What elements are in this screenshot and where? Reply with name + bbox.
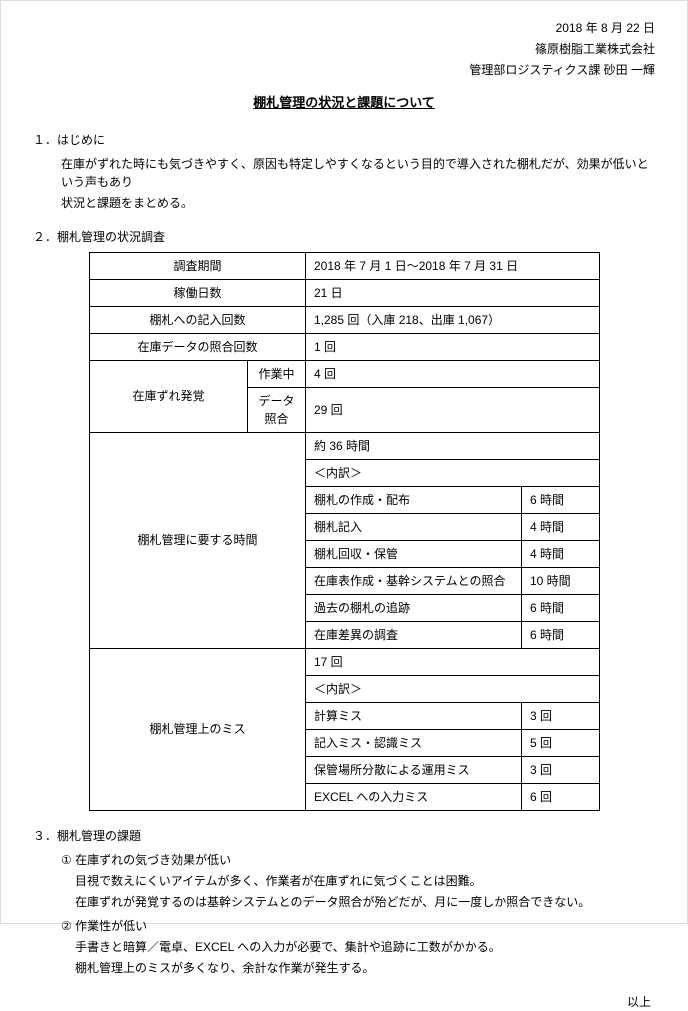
cell-label: 在庫ずれ発覚	[90, 360, 248, 432]
section-1-body-line: 状況と課題をまとめる。	[33, 194, 655, 212]
issue-1-title: ① 在庫ずれの気づき効果が低い	[33, 851, 655, 869]
cell-value: 3 回	[522, 702, 600, 729]
issue-1-line: 在庫ずれが発覚するのは基幹システムとのデータ照合が殆どだが、月に一度しか照合でき…	[33, 893, 655, 911]
cell-label: 稼働日数	[90, 279, 306, 306]
cell-subheading: ＜内訳＞	[306, 459, 600, 486]
table-row: 在庫データの照合回数 1 回	[90, 333, 600, 360]
cell-value: 6 時間	[522, 486, 600, 513]
cell-item: 棚札記入	[306, 513, 522, 540]
cell-subheading: ＜内訳＞	[306, 675, 600, 702]
cell-label: 調査期間	[90, 252, 306, 279]
cell-value: 4 時間	[522, 540, 600, 567]
cell-value: 5 回	[522, 729, 600, 756]
issue-number: ②	[61, 919, 72, 933]
doc-footer: 以上	[33, 993, 655, 1011]
cell-value: 6 時間	[522, 594, 600, 621]
cell-item: EXCEL への入力ミス	[306, 783, 522, 810]
doc-title: 棚札管理の状況と課題について	[33, 93, 655, 113]
cell-value: 21 日	[306, 279, 600, 306]
issue-title-text: 作業性が低い	[75, 919, 147, 933]
doc-author: 管理部ロジスティクス課 砂田 一輝	[33, 61, 655, 79]
table-row: 棚札管理に要する時間 約 36 時間	[90, 432, 600, 459]
cell-value: 10 時間	[522, 567, 600, 594]
table-row: 在庫ずれ発覚 作業中 4 回	[90, 360, 600, 387]
cell-value: 1 回	[306, 333, 600, 360]
issue-2-line: 手書きと暗算／電卓、EXCEL への入力が必要で、集計や追跡に工数がかかる。	[33, 938, 655, 956]
cell-item: 記入ミス・認識ミス	[306, 729, 522, 756]
cell-value: 6 時間	[522, 621, 600, 648]
cell-label: 棚札への記入回数	[90, 306, 306, 333]
cell-item: 棚札の作成・配布	[306, 486, 522, 513]
issue-2-line: 棚札管理上のミスが多くなり、余計な作業が発生する。	[33, 959, 655, 977]
section-2: ２．棚札管理の状況調査 調査期間 2018 年 7 月 1 日～2018 年 7…	[33, 228, 655, 811]
doc-date: 2018 年 8 月 22 日	[33, 19, 655, 37]
cell-item: 在庫表作成・基幹システムとの照合	[306, 567, 522, 594]
cell-value: 4 回	[306, 360, 600, 387]
section-1: １．はじめに 在庫がずれた時にも気づきやすく、原因も特定しやすくなるという目的で…	[33, 131, 655, 212]
doc-header: 2018 年 8 月 22 日 篠原樹脂工業株式会社 管理部ロジスティクス課 砂…	[33, 19, 655, 79]
cell-sublabel: データ照合	[248, 387, 306, 432]
cell-item: 過去の棚札の追跡	[306, 594, 522, 621]
section-3-heading: ３．棚札管理の課題	[33, 827, 655, 845]
cell-item: 棚札回収・保管	[306, 540, 522, 567]
table-row: 調査期間 2018 年 7 月 1 日～2018 年 7 月 31 日	[90, 252, 600, 279]
cell-item: 保管場所分散による運用ミス	[306, 756, 522, 783]
issue-number: ①	[61, 853, 72, 867]
table-row: 稼働日数 21 日	[90, 279, 600, 306]
cell-value: 3 回	[522, 756, 600, 783]
cell-item: 計算ミス	[306, 702, 522, 729]
section-1-body-line: 在庫がずれた時にも気づきやすく、原因も特定しやすくなるという目的で導入された棚札…	[33, 155, 655, 191]
issue-1-line: 目視で数えにくいアイテムが多く、作業者が在庫ずれに気づくことは困難。	[33, 872, 655, 890]
issue-title-text: 在庫ずれの気づき効果が低い	[75, 853, 231, 867]
cell-label: 棚札管理に要する時間	[90, 432, 306, 648]
cell-label: 棚札管理上のミス	[90, 648, 306, 810]
cell-value: 2018 年 7 月 1 日～2018 年 7 月 31 日	[306, 252, 600, 279]
cell-value: 17 回	[306, 648, 600, 675]
cell-value: 1,285 回（入庫 218、出庫 1,067）	[306, 306, 600, 333]
issue-2-title: ② 作業性が低い	[33, 917, 655, 935]
section-3: ３．棚札管理の課題 ① 在庫ずれの気づき効果が低い 目視で数えにくいアイテムが多…	[33, 827, 655, 977]
cell-label: 在庫データの照合回数	[90, 333, 306, 360]
cell-value: 6 回	[522, 783, 600, 810]
table-row: 棚札への記入回数 1,285 回（入庫 218、出庫 1,067）	[90, 306, 600, 333]
section-1-heading: １．はじめに	[33, 131, 655, 149]
doc-company: 篠原樹脂工業株式会社	[33, 40, 655, 58]
cell-value: 29 回	[306, 387, 600, 432]
cell-value: 4 時間	[522, 513, 600, 540]
survey-table: 調査期間 2018 年 7 月 1 日～2018 年 7 月 31 日 稼働日数…	[89, 252, 600, 811]
table-row: 棚札管理上のミス 17 回	[90, 648, 600, 675]
cell-sublabel: 作業中	[248, 360, 306, 387]
cell-value: 約 36 時間	[306, 432, 600, 459]
cell-item: 在庫差異の調査	[306, 621, 522, 648]
section-2-heading: ２．棚札管理の状況調査	[33, 228, 655, 246]
